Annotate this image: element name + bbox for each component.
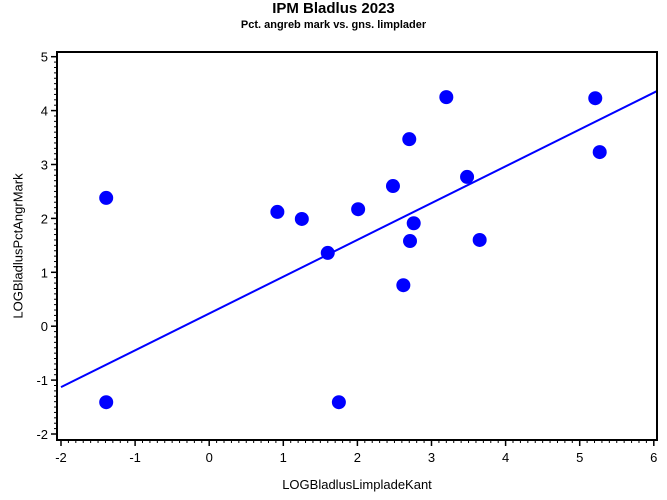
y-tick-label: 5: [41, 50, 48, 65]
x-tick-label: 3: [428, 450, 435, 465]
x-tick-label: 0: [206, 450, 213, 465]
y-tick-label: 1: [41, 265, 48, 280]
y-axis-label: LOGBladlusPctAngrMark: [10, 173, 26, 319]
data-point: [270, 204, 285, 219]
regression-line: [60, 90, 658, 389]
minor-ticks: [54, 61, 647, 443]
chart-subtitle: Pct. angreb mark vs. gns. limplader: [240, 19, 427, 31]
plot-frame: [56, 51, 658, 441]
x-tick-label: 5: [576, 450, 583, 465]
data-point: [460, 169, 475, 184]
data-point: [406, 216, 421, 231]
data-point: [439, 90, 454, 105]
regression-line-segment: [60, 90, 658, 389]
x-tick-label: 1: [280, 450, 287, 465]
y-tick-label: -1: [36, 373, 48, 388]
data-point: [588, 91, 603, 106]
data-points: [99, 90, 607, 410]
data-point: [396, 278, 411, 293]
data-point: [592, 145, 607, 160]
x-tick-label: -1: [129, 450, 141, 465]
data-point: [99, 395, 114, 410]
y-tick-label: 4: [41, 104, 48, 119]
y-tick-label: 0: [41, 319, 48, 334]
chart-title: IPM Bladlus 2023: [272, 0, 395, 17]
y-tick-label: 2: [41, 211, 48, 226]
y-tick-label: 3: [41, 158, 48, 173]
data-point: [385, 179, 400, 194]
tick-labels: -2 -1 0 1 2 3 4 5 6 -2 -1 0 1 2 3 4 5: [36, 50, 657, 465]
data-point: [99, 190, 114, 205]
x-tick-label: 6: [650, 450, 657, 465]
x-tick-label: 4: [502, 450, 509, 465]
x-tick-label: -2: [55, 450, 67, 465]
y-tick-label: -2: [36, 427, 48, 442]
data-point: [331, 395, 346, 410]
x-axis-label: LOGBladlusLimpladeKant: [282, 477, 432, 492]
data-point: [320, 245, 335, 260]
x-tick-label: 2: [354, 450, 361, 465]
major-ticks: [51, 55, 655, 446]
data-point: [472, 232, 487, 247]
data-point: [402, 132, 417, 147]
data-point: [351, 202, 366, 217]
data-point: [403, 234, 418, 249]
data-point: [294, 211, 309, 226]
